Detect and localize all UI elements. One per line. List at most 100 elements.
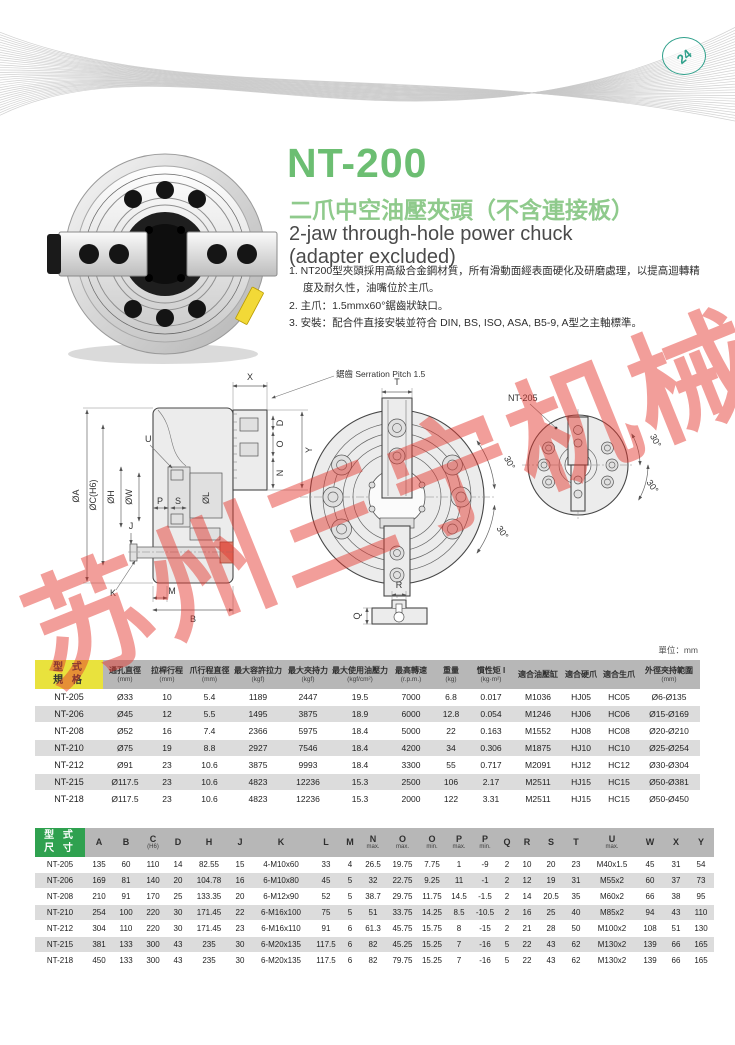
section-view: ØA ØC(H6) ØH ØW X 鋸齒 Serration Pitch 1.5… (71, 369, 426, 624)
value-cell: 43 (167, 952, 189, 969)
value-cell: 23 (147, 773, 187, 791)
value-cell: 11.75 (418, 888, 446, 905)
value-cell: 37 (664, 872, 688, 889)
value-cell: 6-M16x100 (251, 904, 311, 921)
value-cell: 40 (564, 904, 588, 921)
value-cell: 4823 (232, 773, 284, 791)
value-cell: 10.6 (187, 773, 232, 791)
value-cell: 5 (498, 952, 516, 969)
value-cell: 7 (446, 952, 472, 969)
value-cell: 2927 (232, 739, 284, 757)
value-cell: -1.5 (472, 888, 498, 905)
svg-text:O: O (275, 440, 285, 447)
value-cell: -9 (472, 857, 498, 873)
value-cell: 133 (113, 936, 139, 953)
value-cell: Ø20-Ø210 (638, 722, 700, 740)
value-cell: Ø117.5 (103, 773, 147, 791)
feature-item: 2. 主爪：1.5mmx60°鋸齒狀缺口。 (289, 299, 449, 312)
value-cell: 66 (664, 936, 688, 953)
value-cell: 169 (85, 872, 113, 889)
value-cell: M100x2 (588, 920, 636, 937)
value-cell: 2447 (284, 689, 332, 706)
value-cell: 5 (498, 936, 516, 953)
value-cell: -16 (472, 936, 498, 953)
model-cell: NT-218 (35, 952, 85, 969)
value-cell: 8 (446, 920, 472, 937)
value-cell: 12236 (284, 773, 332, 791)
value-cell: 15.75 (418, 920, 446, 937)
column-header: 最大使用油壓力 (kgf/cm²) (332, 660, 388, 689)
column-header: 重量 (kg) (434, 660, 468, 689)
column-header: C (H6) (139, 828, 167, 857)
model-cell: NT-205 (35, 857, 85, 873)
value-cell: 18.9 (332, 705, 388, 723)
value-cell: HJ15 (562, 790, 600, 808)
svg-text:30°: 30° (494, 524, 510, 541)
value-cell: 43 (167, 936, 189, 953)
header-wave-pattern (0, 26, 735, 122)
svg-text:ØH: ØH (106, 490, 116, 504)
value-cell: Ø75 (103, 739, 147, 757)
value-cell: 94 (636, 904, 664, 921)
value-cell: 19 (147, 739, 187, 757)
value-cell: HJ05 (562, 689, 600, 706)
value-cell: M85x2 (588, 904, 636, 921)
model-cell: NT-212 (35, 756, 103, 774)
value-cell: 91 (311, 920, 341, 937)
value-cell: 18.4 (332, 722, 388, 740)
value-cell: 140 (139, 872, 167, 889)
value-cell: 6000 (388, 705, 434, 723)
value-cell: -15 (472, 920, 498, 937)
value-cell: 135 (85, 857, 113, 873)
value-cell: 22 (516, 952, 538, 969)
value-cell: 6.8 (434, 689, 468, 706)
value-cell: 25 (167, 888, 189, 905)
value-cell: 139 (636, 936, 664, 953)
value-cell: Ø50-Ø450 (638, 790, 700, 808)
value-cell: 73 (688, 872, 714, 889)
value-cell: 66 (664, 952, 688, 969)
value-cell: 4 (341, 857, 359, 873)
value-cell: 7.75 (418, 857, 446, 873)
column-header: A (85, 828, 113, 857)
value-cell: 16 (147, 722, 187, 740)
value-cell: 20 (538, 857, 564, 873)
value-cell: 30 (229, 952, 251, 969)
brand-logo-icon: 24 (662, 37, 706, 75)
value-cell: 15.3 (332, 773, 388, 791)
column-header: K (251, 828, 311, 857)
value-cell: 45.25 (387, 936, 418, 953)
svg-text:ØL: ØL (201, 492, 211, 504)
value-cell: HJ10 (562, 739, 600, 757)
value-cell: 20 (167, 872, 189, 889)
column-header: M (341, 828, 359, 857)
value-cell: 22.75 (387, 872, 418, 889)
value-cell: 5.5 (187, 705, 232, 723)
value-cell: 23 (229, 920, 251, 937)
value-cell: 19.5 (332, 689, 388, 706)
value-cell: 110 (688, 904, 714, 921)
value-cell: M130x2 (588, 936, 636, 953)
value-cell: 9.25 (418, 872, 446, 889)
table-row: NT-205 135 60 110 14 82.55 15 4-M10x60 33 4 26.5 19… (35, 857, 714, 873)
product-title-en: 2-jaw through-hole power chuck (adapter … (289, 223, 573, 269)
value-cell: M40x1.5 (588, 857, 636, 873)
table-row: NT-218 450 133 300 43 235 30 6-M20x135 117.5 6 82 7… (35, 952, 714, 969)
value-cell: 52 (311, 888, 341, 905)
table-row: NT-208 210 91 170 25 133.35 20 6-M12x90 52 5 38.7 2… (35, 888, 714, 905)
column-header: L (311, 828, 341, 857)
value-cell: HC06 (600, 705, 638, 723)
value-cell: 66 (636, 888, 664, 905)
svg-text:X: X (247, 372, 253, 382)
value-cell: M60x2 (588, 888, 636, 905)
value-cell: -1 (472, 872, 498, 889)
value-cell: 20 (229, 888, 251, 905)
product-title-en-line2: (adapter excluded) (289, 246, 456, 268)
column-header: 適合生爪 (600, 660, 638, 689)
value-cell: 82 (359, 952, 387, 969)
value-cell: 35 (564, 888, 588, 905)
value-cell: 26.5 (359, 857, 387, 873)
value-cell: 4200 (388, 739, 434, 757)
value-cell: 7000 (388, 689, 434, 706)
